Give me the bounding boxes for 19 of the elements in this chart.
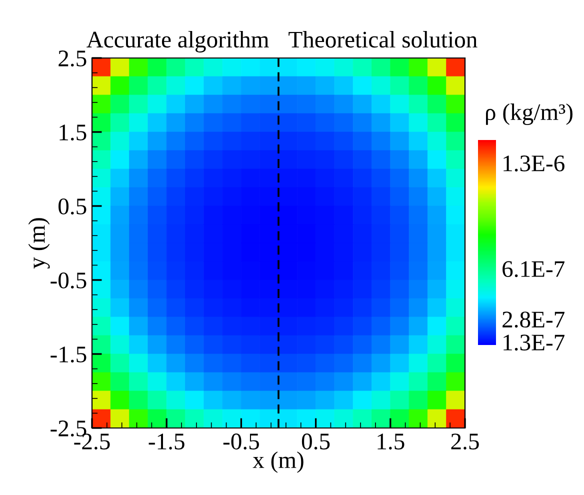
y-axis-title: y (m) <box>28 218 50 269</box>
y-tick-label: -0.5 <box>50 272 86 289</box>
x-axis-title: x (m) <box>252 451 304 473</box>
color-bar-label: 1.3E-6 <box>504 156 564 172</box>
text: Accurate algorithm <box>86 30 269 52</box>
color-bar-label: 1.3E-7 <box>504 334 564 351</box>
text: Theoretical solution <box>288 31 478 48</box>
x-tick-label: -0.5 <box>223 434 259 450</box>
x-tick-label: -1.5 <box>148 434 184 450</box>
x-tick-label: 2.5 <box>451 434 479 450</box>
color-bar-label: 6.1E-7 <box>502 261 564 278</box>
x-tick-label: 1.5 <box>378 434 404 450</box>
y-tick-label: -1.5 <box>50 346 86 363</box>
x-tick-label: 0.5 <box>302 434 330 450</box>
y-tick-label: 0.5 <box>58 198 86 215</box>
color-bar-label: 2.8E-7 <box>502 312 564 328</box>
y-tick-label: 2.5 <box>58 50 86 67</box>
color-bar-title: ρ (kg/m³) <box>486 104 572 125</box>
y-tick-label: 1.5 <box>60 124 86 141</box>
